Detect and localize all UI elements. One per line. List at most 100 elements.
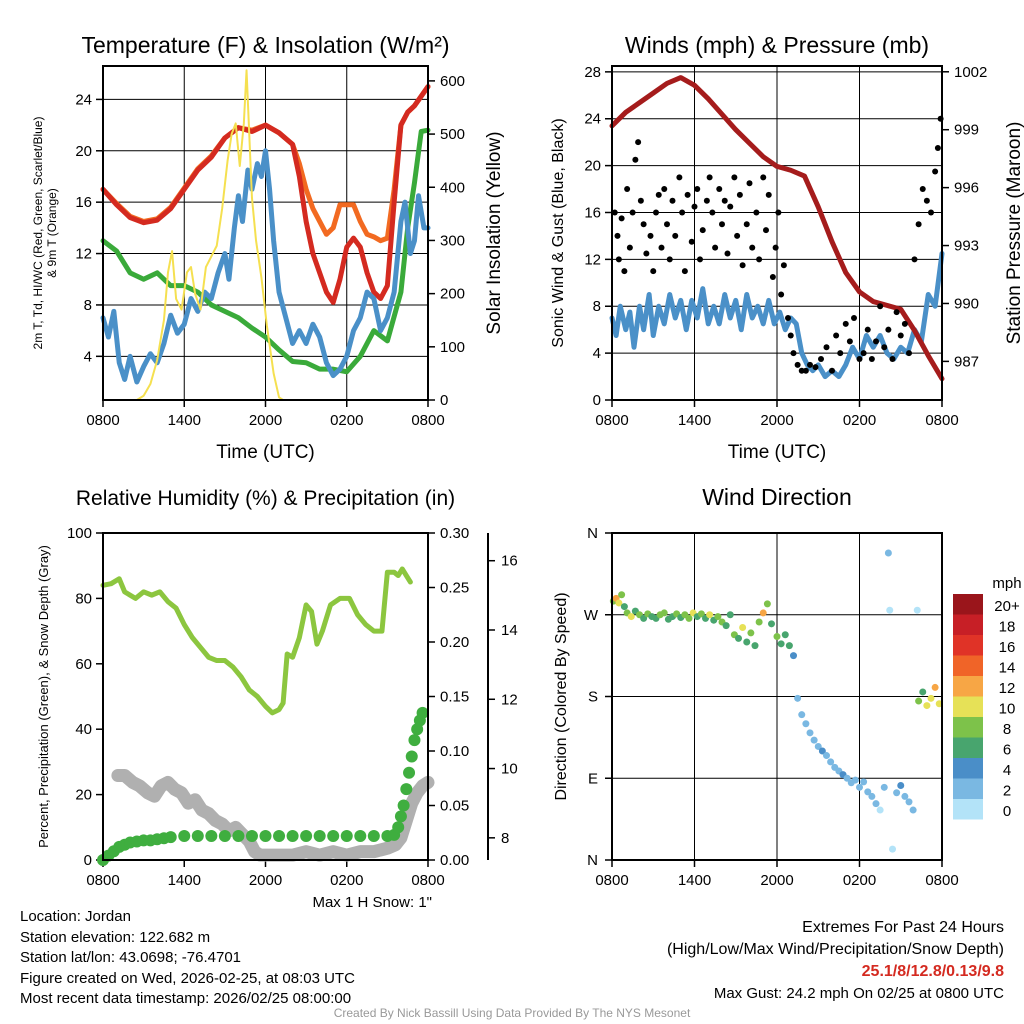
precip-point (400, 783, 413, 796)
gust-point (794, 361, 801, 368)
gust-point (679, 209, 686, 216)
y-axis-label-2: & 9m T (Orange) (45, 188, 59, 278)
x-tick-label: 0800 (925, 872, 958, 889)
precip-point (405, 750, 418, 763)
x-tick-label: 0800 (411, 412, 444, 429)
legend-label: 6 (1003, 742, 1011, 759)
direction-point (806, 729, 814, 737)
direction-point (620, 603, 628, 611)
x-tick-label: 1400 (678, 872, 711, 889)
gust-point (731, 174, 738, 181)
y2-tick-label: 100 (440, 339, 465, 356)
y3-tick-label: 8 (501, 830, 509, 847)
gust-point (802, 367, 809, 374)
y-tick-label: N (587, 525, 598, 542)
gust-point (655, 191, 662, 198)
gust-point (699, 227, 706, 234)
gust-point (676, 174, 683, 181)
x-tick-label: 0800 (86, 872, 119, 889)
gust-point (868, 355, 875, 362)
direction-point (785, 642, 793, 650)
gust-point (643, 250, 650, 257)
legend-label: 2 (1003, 783, 1011, 800)
gust-point (716, 186, 723, 193)
direction-point (722, 622, 730, 630)
gust-point (703, 197, 710, 204)
legend-swatch (953, 799, 983, 820)
y-tick-label: 0 (593, 392, 601, 409)
gust-point (769, 273, 776, 280)
precip-point (394, 810, 407, 823)
y2-tick-label: 0 (440, 392, 448, 409)
y-tick-label: 8 (84, 297, 92, 314)
gust-point (889, 355, 896, 362)
y2-tick-label: 0.05 (440, 798, 469, 815)
precip-point (313, 830, 326, 843)
x-tick-label: 0200 (843, 412, 876, 429)
gust-point (621, 268, 628, 275)
gust-point (807, 361, 813, 368)
legend-swatch (953, 737, 983, 758)
y2-tick-label: 987 (954, 353, 979, 370)
direction-point (893, 789, 901, 797)
gust-point (724, 250, 731, 257)
y2-tick-label: 600 (440, 73, 465, 90)
y-tick-label: 100 (67, 525, 92, 542)
legend-label: 10 (999, 701, 1016, 718)
precip-point (205, 830, 218, 843)
legend-swatch (953, 778, 983, 799)
precip-point (392, 821, 405, 834)
direction-point (759, 609, 767, 617)
gust-point (650, 268, 657, 275)
x-tick-label: 0200 (330, 872, 363, 889)
precip-point (354, 830, 367, 843)
max-snow-note: Max 1 H Snow: 1" (312, 894, 432, 911)
gust-point (746, 180, 753, 187)
legend-swatch (953, 758, 983, 779)
y-tick-label: 40 (75, 721, 92, 738)
gust-point (681, 268, 688, 275)
gust-point (706, 174, 713, 181)
direction-point (714, 613, 722, 621)
y-axis-label: Direction (Colored By Speed) (553, 592, 570, 800)
gust-point (694, 186, 701, 193)
gust-point (629, 209, 636, 216)
precip-point (273, 830, 286, 843)
y-tick-label: E (588, 770, 598, 787)
direction-point (798, 711, 806, 719)
series-hi-wc (100, 148, 431, 385)
gust-point (798, 367, 805, 374)
y2-tick-label: 1002 (954, 64, 987, 81)
gust-point (823, 344, 830, 351)
direction-point (901, 792, 909, 800)
gust-point (885, 326, 892, 333)
y3-tick-label: 14 (501, 622, 518, 639)
y3-tick-label: 10 (501, 761, 518, 778)
x-tick-label: 0200 (843, 872, 876, 889)
gust-point (734, 232, 741, 239)
plot-frame (102, 532, 429, 861)
direction-point (915, 697, 923, 705)
series-2m-t (100, 84, 431, 305)
direction-point (615, 599, 623, 607)
y2-tick-label: 999 (954, 122, 979, 139)
direction-point (886, 606, 894, 614)
direction-point (627, 613, 635, 621)
direction-point (884, 549, 892, 557)
gust-point (881, 344, 888, 351)
panel-title: Relative Humidity (%) & Precipitation (i… (76, 487, 455, 510)
legend-label: 12 (999, 680, 1016, 697)
legend-title: mph (992, 575, 1021, 592)
gust-point (787, 332, 794, 339)
direction-point (781, 631, 789, 639)
direction-point (913, 606, 921, 614)
extremes-title: Extremes For Past 24 Hours (802, 919, 1004, 936)
gust-point (856, 355, 863, 362)
y-tick-label: 80 (75, 590, 92, 607)
series-solar (102, 69, 429, 401)
precip-point (245, 830, 258, 843)
gust-point (837, 350, 844, 357)
precip-point (416, 706, 429, 719)
y-tick-label: 24 (584, 111, 601, 128)
direction-point (618, 591, 626, 599)
